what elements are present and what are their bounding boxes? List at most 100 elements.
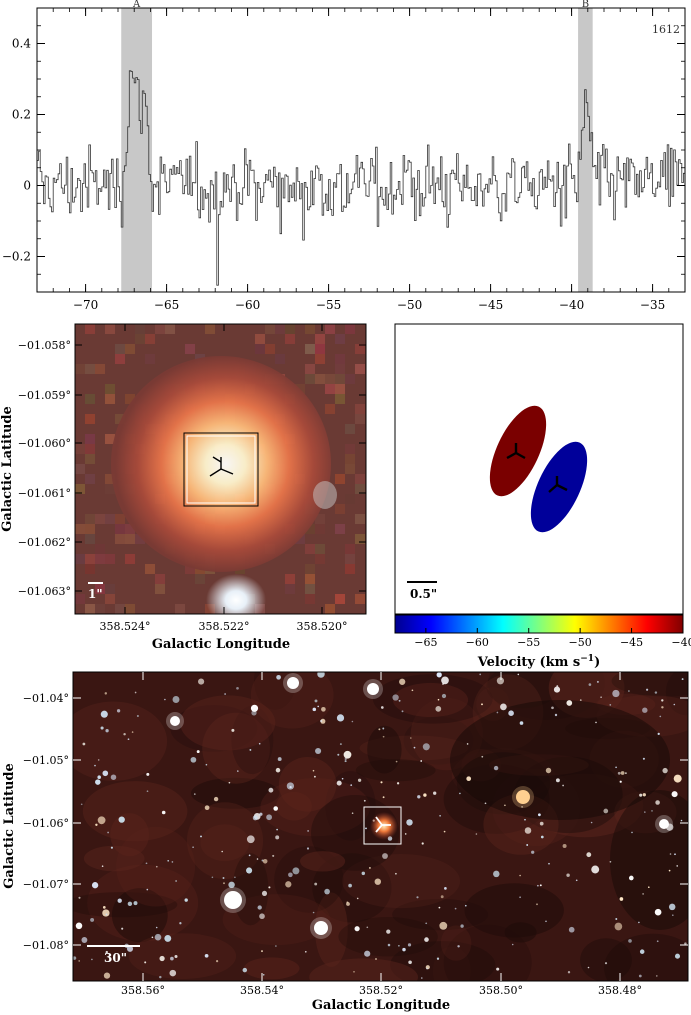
zoom-pixel	[345, 324, 355, 334]
field-star	[655, 975, 658, 977]
field-star	[519, 896, 521, 899]
field-cloud	[243, 957, 300, 980]
zoom-pixel	[275, 354, 285, 364]
zoom-pixel	[95, 584, 105, 594]
field-star	[662, 767, 668, 774]
field-star	[380, 706, 384, 709]
field-y-tick-label: −01.06°	[23, 817, 69, 830]
field-star	[82, 742, 86, 746]
field-star	[348, 883, 352, 888]
field-star	[169, 969, 177, 977]
zoom-pixel	[125, 344, 135, 354]
field-star	[363, 799, 366, 802]
field-star	[609, 704, 612, 706]
field-star	[275, 945, 277, 947]
field-star	[517, 673, 520, 676]
zoom-pixel	[265, 324, 275, 334]
field-star	[619, 897, 624, 901]
field-star	[460, 924, 464, 928]
field-x-axis: 358.56° 358.54° 358.52° 358.50° 358.48°	[121, 672, 642, 997]
field-star	[78, 960, 81, 962]
zoom-inset-box-inner	[186, 435, 256, 504]
colorbar	[394, 614, 684, 634]
zoom-pixel	[305, 364, 315, 374]
field-star	[441, 676, 449, 685]
field-star	[262, 859, 268, 864]
zoom-pixel	[315, 544, 325, 554]
zoom-pixel	[75, 484, 85, 494]
zoom-pixel	[345, 554, 355, 564]
field-star	[657, 732, 660, 736]
field-star	[321, 706, 326, 712]
field-star	[628, 875, 634, 881]
field-star	[237, 770, 239, 772]
zoom-pixel	[85, 514, 95, 524]
field-star	[248, 854, 251, 857]
field-star	[164, 934, 172, 942]
field-star	[454, 907, 457, 910]
field-star	[595, 721, 597, 724]
field-star	[131, 731, 134, 733]
spectrum-line	[37, 70, 685, 286]
field-star	[107, 831, 109, 834]
zoom-pixel	[325, 384, 335, 394]
region-label-A: A	[132, 0, 141, 10]
field-star	[496, 711, 499, 714]
field-star	[481, 755, 484, 758]
field-cloud	[392, 682, 469, 718]
field-star	[317, 705, 320, 708]
zoom-frame	[74, 323, 367, 615]
field-star	[104, 692, 108, 695]
zoom-pixel	[85, 394, 95, 404]
field-star	[336, 714, 345, 722]
field-star	[228, 881, 235, 889]
field-cloud	[440, 925, 472, 961]
field-cloud	[300, 851, 346, 872]
field-star	[548, 862, 550, 865]
field-bright-star	[516, 790, 530, 804]
zoom-pixel	[85, 604, 95, 614]
zoom-pixel	[335, 334, 345, 344]
field-y-tick-label: −01.04°	[23, 692, 69, 705]
zoom-pixel	[145, 334, 155, 344]
field-star	[366, 926, 369, 929]
field-star	[646, 688, 649, 691]
zoom-y-tick-label: −01.061°	[18, 487, 71, 500]
zoom-scale-label: 1"	[88, 587, 103, 601]
zoom-pixel	[335, 524, 345, 534]
field-star	[493, 765, 499, 771]
field-star	[292, 867, 300, 875]
zoom-x-tick-label: 358.522°	[199, 620, 250, 633]
zoom-pixel	[305, 544, 315, 554]
field-star	[562, 843, 567, 849]
field-star	[346, 901, 349, 904]
field-star	[146, 772, 150, 776]
field-bright-star	[314, 921, 328, 935]
field-star	[123, 732, 126, 736]
field-star	[421, 842, 424, 845]
field-cloud	[110, 813, 149, 857]
field-star	[484, 802, 487, 805]
zoom-pixel	[95, 554, 105, 564]
zoom-neighbour-star-right	[313, 481, 337, 509]
field-star	[250, 704, 259, 712]
field-y-tick-label: −01.07°	[23, 878, 69, 891]
field-bright-star	[367, 683, 379, 695]
field-cloud	[278, 757, 337, 812]
zoom-pixel	[255, 334, 265, 344]
field-star	[615, 766, 617, 769]
field-cloud	[83, 845, 145, 872]
zoom-pixel	[115, 344, 125, 354]
field-star	[674, 953, 681, 959]
field-star	[604, 962, 608, 965]
colorbar-tick-label: −50	[569, 636, 592, 649]
colorbar-label-sup: −1	[580, 654, 594, 664]
field-star	[511, 943, 514, 946]
zoom-pixel	[105, 484, 115, 494]
field-star	[175, 880, 177, 882]
field-star	[256, 858, 259, 860]
field-source-box	[363, 806, 402, 845]
field-star	[171, 861, 174, 863]
field-star	[126, 945, 134, 952]
zoom-y-tick-label: −01.059°	[18, 389, 71, 402]
